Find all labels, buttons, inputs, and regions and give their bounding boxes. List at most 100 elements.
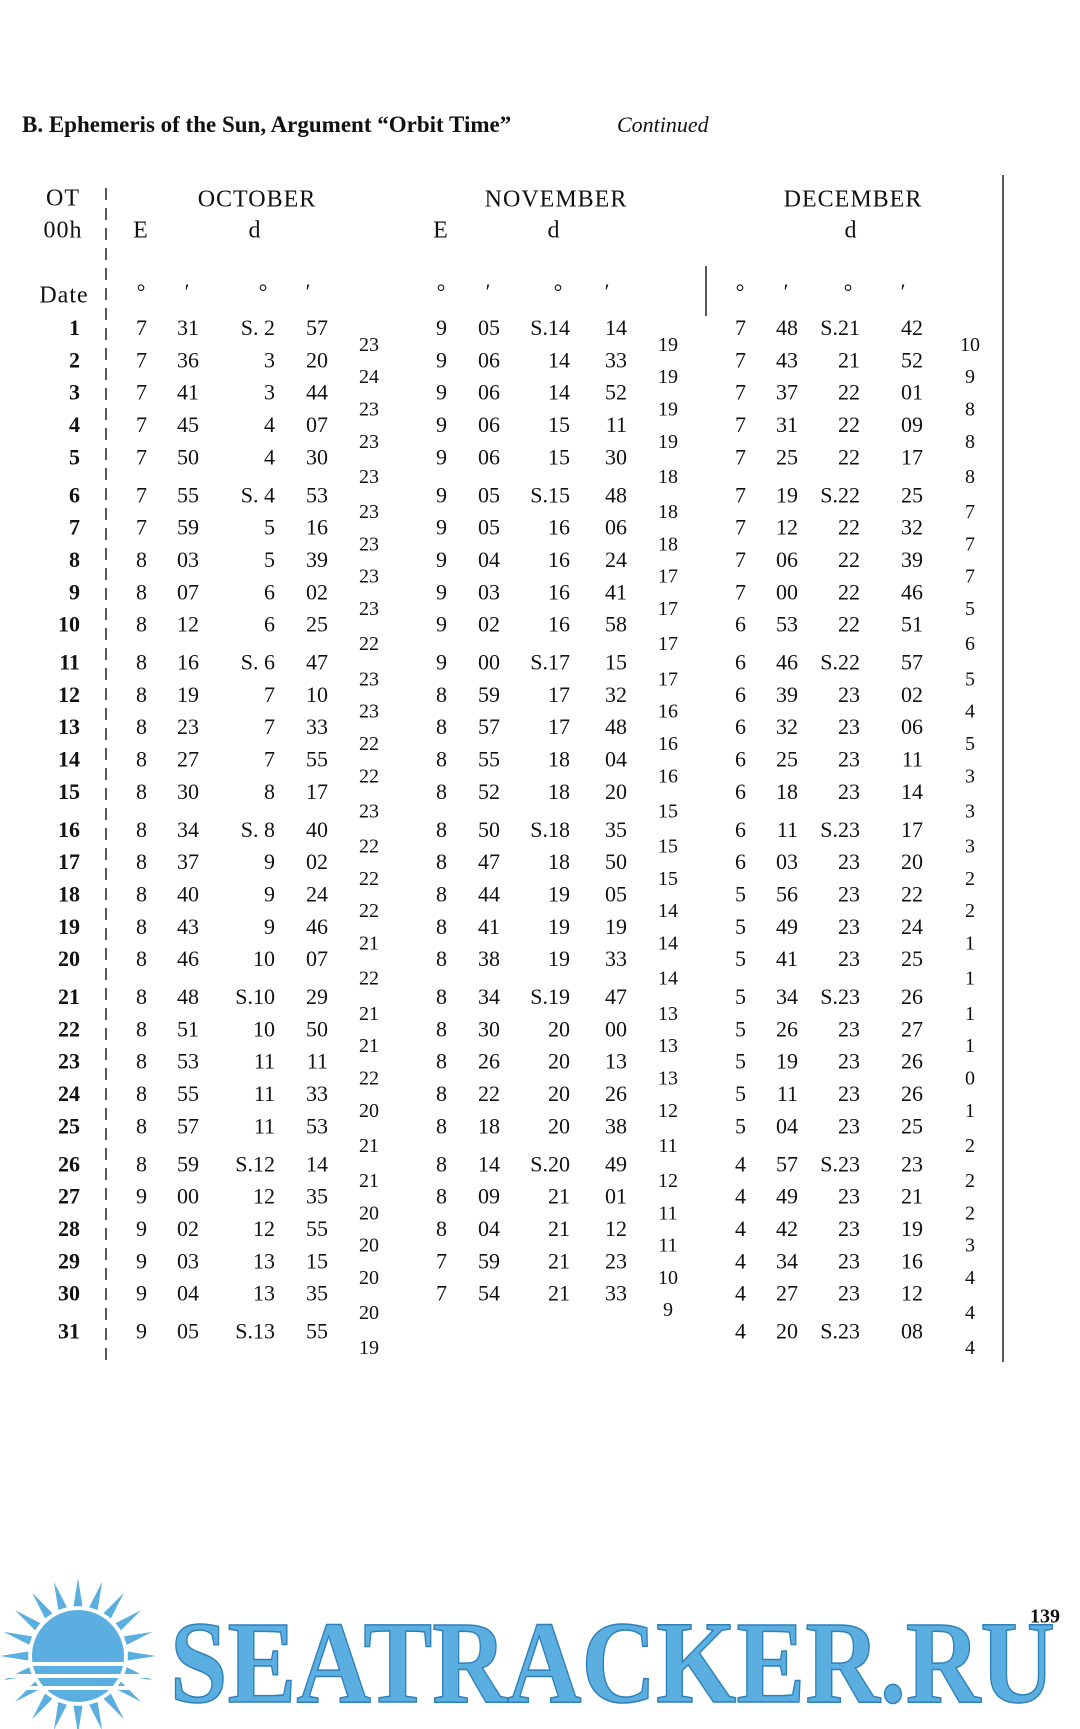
difference: 12 — [658, 1100, 678, 1122]
cell: 31 — [776, 412, 798, 437]
date: 7 — [69, 515, 80, 540]
cell: 59 — [177, 515, 199, 540]
cell: 06 — [478, 412, 500, 437]
difference: 22 — [359, 765, 379, 787]
cell: 14 — [548, 347, 570, 372]
cell: 22 — [838, 547, 860, 572]
difference: 23 — [359, 668, 379, 690]
difference: 18 — [658, 501, 678, 523]
cell: 7 — [264, 747, 275, 772]
cell: S. 4 — [241, 482, 275, 507]
cell: 8 — [436, 1081, 447, 1106]
cell: 7 — [136, 482, 147, 507]
difference: 22 — [359, 733, 379, 755]
cell: 8 — [136, 914, 147, 939]
cell: 13 — [253, 1248, 275, 1273]
cell: 6 — [735, 817, 746, 842]
sun-ray — [0, 1651, 29, 1661]
cell: 24 — [901, 914, 923, 939]
difference: 21 — [359, 1135, 379, 1157]
cell: 18 — [548, 747, 570, 772]
cell: 14 — [901, 779, 923, 804]
unit-symbol: ′ — [306, 279, 311, 304]
difference: 7 — [965, 566, 975, 588]
cell: 11 — [307, 1049, 328, 1074]
cell: 16 — [548, 579, 570, 604]
cell: 48 — [776, 315, 798, 340]
cell: 9 — [436, 482, 447, 507]
difference: 9 — [663, 1299, 673, 1321]
cell: 14 — [306, 1151, 328, 1176]
cell: 51 — [901, 612, 923, 637]
date: 19 — [58, 914, 80, 939]
sun-ray — [54, 1701, 67, 1729]
cell: 6 — [735, 650, 746, 675]
cell: 46 — [901, 579, 923, 604]
cell: 8 — [136, 1081, 147, 1106]
cell: 6 — [735, 612, 746, 637]
cell: 03 — [776, 849, 798, 874]
cell: 34 — [177, 817, 199, 842]
cell: 03 — [177, 1248, 199, 1273]
cell: 14 — [548, 380, 570, 405]
difference: 22 — [359, 1067, 379, 1089]
cell: 29 — [306, 984, 328, 1009]
cell: 47 — [478, 849, 500, 874]
cell: 43 — [776, 347, 798, 372]
cell: 11 — [254, 1049, 275, 1074]
cell: S.23 — [820, 984, 860, 1009]
cell: 23 — [838, 1248, 860, 1273]
cell: 13 — [605, 1049, 627, 1074]
cell: 18 — [548, 779, 570, 804]
cell: 21 — [548, 1248, 570, 1273]
cell: 11 — [777, 1081, 798, 1106]
cell: 57 — [478, 714, 500, 739]
cell: 9 — [264, 881, 275, 906]
difference: 20 — [359, 1267, 379, 1289]
cell: 16 — [177, 650, 199, 675]
date: 25 — [58, 1113, 80, 1138]
cell: 23 — [838, 1281, 860, 1306]
cell: 7 — [735, 515, 746, 540]
cell: 18 — [548, 849, 570, 874]
cell: 19 — [776, 1049, 798, 1074]
cell: S.20 — [530, 1151, 570, 1176]
cell: 5 — [735, 1081, 746, 1106]
cell: S.18 — [530, 817, 570, 842]
difference: 7 — [965, 533, 975, 555]
cell: 8 — [436, 1113, 447, 1138]
ot-label: OT — [46, 186, 80, 212]
cell: 9 — [436, 315, 447, 340]
cell: 15 — [548, 412, 570, 437]
difference: 22 — [359, 968, 379, 990]
cell: 17 — [548, 714, 570, 739]
e-label: E — [133, 218, 149, 244]
cell: 7 — [136, 515, 147, 540]
cell: 05 — [605, 881, 627, 906]
date: 14 — [58, 747, 80, 772]
cell: 34 — [776, 984, 798, 1009]
difference: 15 — [658, 800, 678, 822]
cell: 7 — [735, 579, 746, 604]
difference: 23 — [359, 334, 379, 356]
cell: 4 — [735, 1184, 746, 1209]
d-label: d — [249, 218, 262, 244]
cell: 57 — [776, 1151, 798, 1176]
cell: 9 — [136, 1248, 147, 1273]
logo-stripe — [0, 1674, 158, 1678]
cell: 16 — [901, 1248, 923, 1273]
cell: 39 — [901, 547, 923, 572]
cell: 3 — [264, 380, 275, 405]
cell: 19 — [548, 914, 570, 939]
cell: 07 — [177, 579, 199, 604]
cell: 05 — [478, 482, 500, 507]
cell: 8 — [436, 881, 447, 906]
cell: 59 — [478, 1248, 500, 1273]
cell: 8 — [436, 779, 447, 804]
cell: 55 — [478, 747, 500, 772]
cell: 7 — [735, 315, 746, 340]
cell: 18 — [776, 779, 798, 804]
sun-ray — [32, 1592, 53, 1619]
cell: 17 — [548, 682, 570, 707]
